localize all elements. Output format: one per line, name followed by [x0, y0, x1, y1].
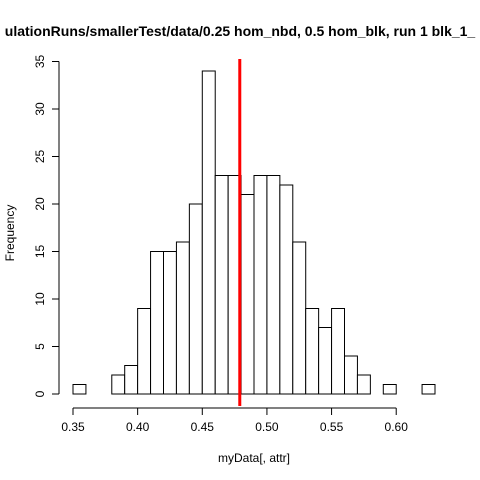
histogram-bar — [240, 194, 255, 395]
histogram-bars — [72, 70, 436, 395]
histogram-bar — [331, 308, 346, 395]
histogram-bar — [421, 384, 436, 395]
x-axis-title: myData[, attr] — [218, 451, 290, 465]
histogram-bar — [266, 175, 281, 395]
histogram-bar — [188, 203, 203, 395]
histogram-bar — [318, 327, 333, 395]
x-tick-label: 0.40 — [126, 420, 150, 434]
y-tick-label: 10 — [33, 292, 47, 306]
histogram-bar — [253, 175, 268, 395]
histogram-bar — [279, 184, 294, 395]
x-tick-label: 0.50 — [255, 420, 279, 434]
x-axis: 0.35 0.40 0.45 0.50 0.55 0.60 — [61, 407, 409, 434]
y-tick-label: 20 — [33, 197, 47, 211]
histogram-bar — [214, 175, 229, 395]
histogram-bar — [305, 308, 320, 395]
y-tick-label: 25 — [33, 150, 47, 164]
chart-title: ulationRuns/smallerTest/data/0.25 hom_nb… — [5, 23, 476, 39]
histogram-bar — [163, 251, 177, 395]
y-axis-title: Frequency — [3, 205, 17, 262]
histogram-bar — [382, 384, 397, 395]
x-tick-label: 0.55 — [320, 420, 344, 434]
y-tick-label: 35 — [33, 55, 47, 69]
histogram-bar — [150, 251, 165, 395]
histogram-bar — [111, 374, 126, 395]
y-tick-label: 30 — [33, 102, 47, 116]
histogram-bar — [137, 308, 152, 395]
histogram-bar — [344, 355, 358, 395]
histogram-bar — [72, 384, 87, 395]
histogram-bar — [175, 241, 190, 395]
y-tick-label: 15 — [33, 245, 47, 259]
histogram-bar — [201, 70, 216, 395]
histogram-bar — [124, 365, 139, 395]
y-tick-label: 0 — [33, 390, 47, 397]
histogram-bar — [292, 241, 307, 395]
x-tick-label: 0.35 — [61, 420, 85, 434]
histogram-bar — [356, 374, 371, 395]
x-tick-label: 0.60 — [385, 420, 409, 434]
y-axis: 0 5 10 15 20 25 30 35 — [33, 55, 60, 397]
y-tick-label: 5 — [33, 343, 47, 350]
x-tick-label: 0.45 — [191, 420, 215, 434]
